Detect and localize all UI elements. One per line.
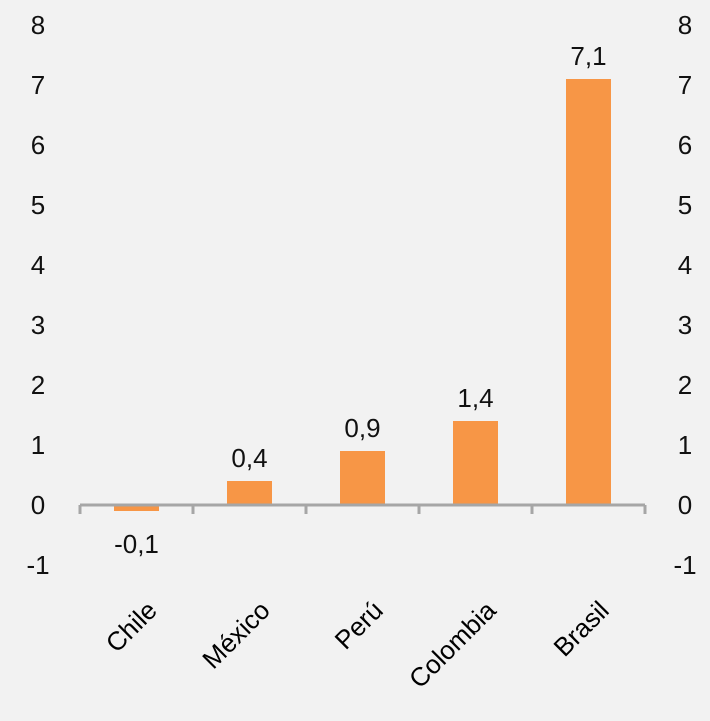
data-label: 1,4 [457,383,493,413]
category-label: Brasil [548,595,615,662]
data-label: 7,1 [570,41,606,71]
data-label: -0,1 [114,529,159,559]
y-tick-label-left: 1 [31,430,45,460]
data-label: 0,9 [344,413,380,443]
y-tick-label-left: 0 [31,490,45,520]
category-labels: Chile México Perú Colombia Brasil [100,595,615,694]
y-tick-label-left: 3 [31,310,45,340]
y-tick-label-right: 6 [678,130,692,160]
y-tick-label-left: 2 [31,370,45,400]
data-label: 0,4 [231,443,267,473]
y-tick-label-left: 7 [31,70,45,100]
bars [114,79,611,511]
y-tick-label-right: 3 [678,310,692,340]
y-tick-label-right: 4 [678,250,692,280]
bar-méxico [227,481,272,505]
y-tick-label-right: 5 [678,190,692,220]
y-tick-label-right: 0 [678,490,692,520]
category-label: Perú [329,595,389,655]
y-tick-label-right: 2 [678,370,692,400]
y-tick-label-right: 8 [678,10,692,40]
data-labels: -0,1 0,4 0,9 1,4 7,1 [114,41,606,559]
right-y-axis: -1 0 1 2 3 4 5 6 7 8 [673,10,696,580]
y-tick-label-left: -1 [26,550,49,580]
y-tick-label-left: 4 [31,250,45,280]
y-tick-label-left: 6 [31,130,45,160]
bar-chile [114,505,159,511]
category-label: Chile [100,595,163,658]
bar-colombia [453,421,498,505]
left-y-axis: -1 0 1 2 3 4 5 6 7 8 [26,10,49,580]
category-label: Colombia [403,595,502,694]
x-axis [78,503,647,514]
y-tick-label-right: 1 [678,430,692,460]
category-label: México [196,595,275,674]
y-tick-label-right: 7 [678,70,692,100]
bar-perú [340,451,385,505]
y-tick-label-left: 8 [31,10,45,40]
bar-brasil [566,79,611,505]
y-tick-label-right: -1 [673,550,696,580]
y-tick-label-left: 5 [31,190,45,220]
